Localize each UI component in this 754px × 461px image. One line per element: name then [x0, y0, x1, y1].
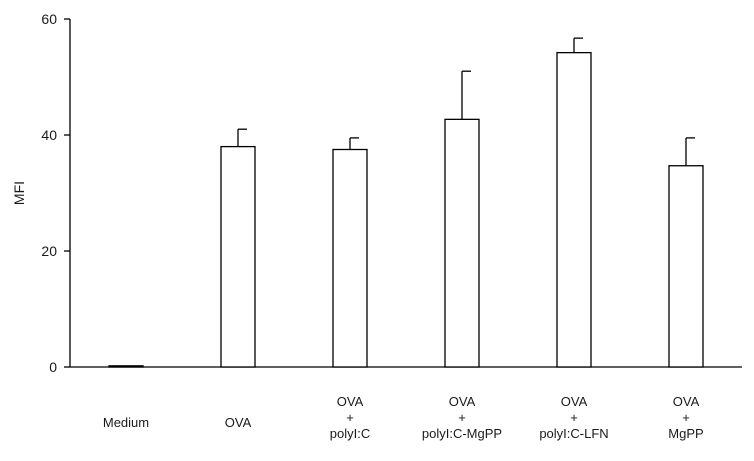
- category-label-4-line-2: polyI:C-LFN: [539, 426, 608, 441]
- y-tick-label-0: 0: [49, 359, 57, 375]
- axes: [69, 19, 742, 368]
- bar-3: [444, 118, 480, 368]
- category-label-2-line-0: OVA: [337, 394, 364, 409]
- category-label-4-line-0: OVA: [561, 394, 588, 409]
- category-label-5-line-2: MgPP: [668, 426, 703, 441]
- y-tick-label-60: 60: [41, 11, 57, 27]
- bars: [108, 51, 704, 368]
- bar-2: [332, 148, 368, 368]
- category-label-1-line-0: OVA: [225, 415, 252, 430]
- category-label-3-line-0: OVA: [449, 394, 476, 409]
- category-label-4-line-1: +: [570, 410, 578, 425]
- y-axis-title: MFI: [11, 181, 27, 205]
- category-label-2-line-1: +: [346, 410, 354, 425]
- error-bars: [237, 37, 695, 166]
- bar-5: [668, 165, 704, 368]
- category-label-3-line-2: polyI:C-MgPP: [422, 426, 502, 441]
- category-label-5-line-1: +: [682, 410, 690, 425]
- bar-4: [556, 51, 592, 368]
- category-label-2-line-2: polyI:C: [330, 426, 370, 441]
- category-label-5-line-0: OVA: [673, 394, 700, 409]
- bar-0: [108, 365, 144, 368]
- category-label-3-line-1: +: [458, 410, 466, 425]
- category-label-0-line-0: Medium: [103, 415, 149, 430]
- bar-1: [220, 145, 256, 368]
- x-category-labels: Medium OVAOVA+polyI:COVA+polyI:C-MgPPOVA+…: [103, 394, 704, 441]
- y-tick-label-40: 40: [41, 127, 57, 143]
- y-ticks: 0 20 40 60: [41, 11, 70, 375]
- y-tick-label-20: 20: [41, 243, 57, 259]
